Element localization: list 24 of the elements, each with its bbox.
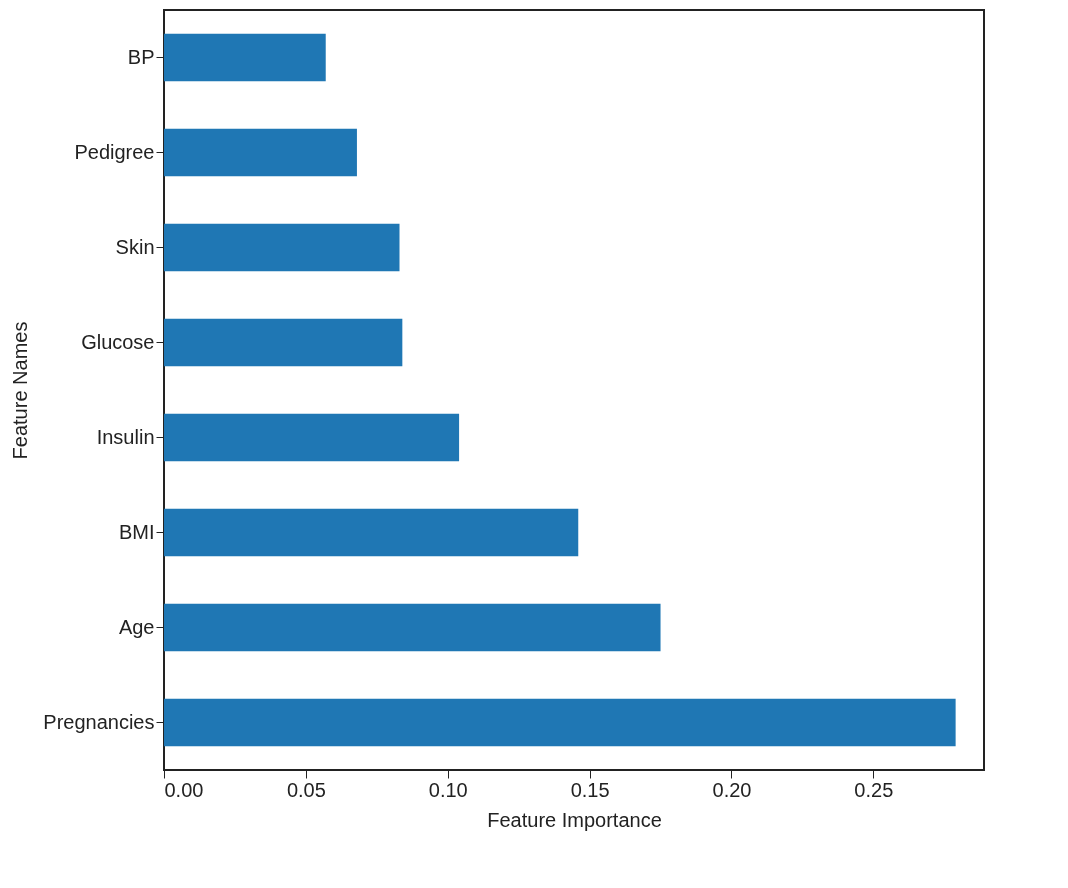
x-tick-label: 0.15 <box>570 778 610 801</box>
y-tick-label: BMI <box>118 520 155 543</box>
y-tick-label: Pregnancies <box>43 710 155 733</box>
y-axis-title: Feature Names <box>9 321 32 460</box>
y-tick-label: BP <box>127 45 155 68</box>
bar <box>164 33 326 82</box>
y-tick-label: Age <box>118 615 155 638</box>
y-tick-label: Insulin <box>96 425 155 448</box>
bar <box>164 698 956 747</box>
bar <box>164 223 400 272</box>
bar <box>164 128 357 177</box>
bar <box>164 318 403 367</box>
bar <box>164 603 661 652</box>
x-axis-title: Feature Importance <box>487 808 662 831</box>
x-tick-label: 0.25 <box>854 778 894 801</box>
y-tick-label: Skin <box>115 235 155 258</box>
x-tick-label: 0.00 <box>164 778 204 801</box>
x-tick-label: 0.05 <box>286 778 326 801</box>
x-tick-label: 0.10 <box>428 778 468 801</box>
x-tick-label: 0.20 <box>712 778 752 801</box>
bar <box>164 413 460 462</box>
y-tick-label: Glucose <box>81 330 155 353</box>
bar <box>164 508 579 557</box>
y-tick-label: Pedigree <box>74 140 155 163</box>
